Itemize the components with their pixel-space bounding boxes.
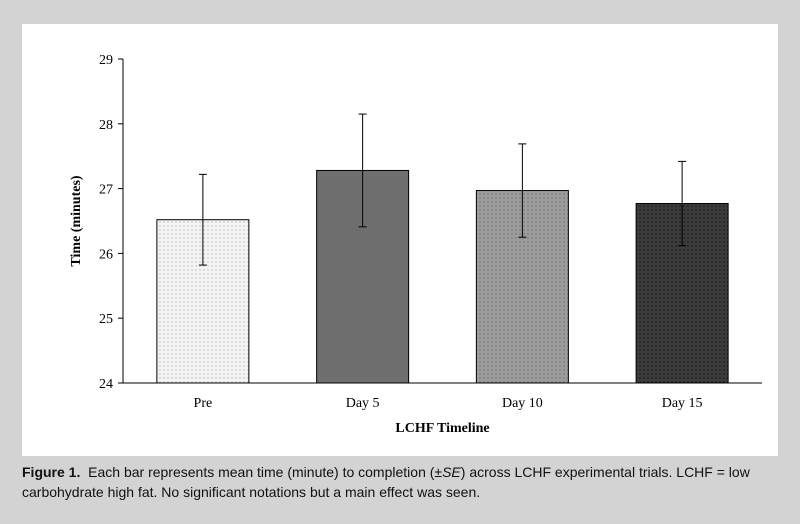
x-tick-label: Day 10 xyxy=(502,396,543,411)
x-tick-label: Pre xyxy=(194,396,213,411)
caption-text-2: ) across LCHF experimental trials. LCHF … xyxy=(22,464,750,500)
x-tick-label: Day 5 xyxy=(346,396,380,411)
figure-caption: Figure 1. Each bar represents mean time … xyxy=(22,462,782,502)
x-axis-title: LCHF Timeline xyxy=(395,421,489,436)
y-tick-label: 28 xyxy=(99,118,113,133)
caption-se: SE xyxy=(442,464,461,480)
x-tick-label: Day 15 xyxy=(662,396,703,411)
caption-text-1: Each bar represents mean time (minute) t… xyxy=(88,464,443,480)
y-tick-label: 27 xyxy=(99,183,113,198)
y-axis-title: Time (minutes) xyxy=(69,175,84,266)
caption-label: Figure 1. xyxy=(22,464,81,480)
y-tick-label: 26 xyxy=(99,247,113,262)
bar-chart: 24 25 26 27 28 29 Pre Day 5 Day 10 Day 15 Time (… xyxy=(69,53,762,436)
y-tick-label: 24 xyxy=(99,377,113,392)
y-tick-label: 29 xyxy=(99,53,113,68)
chart-panel: 24 25 26 27 28 29 Pre Day 5 Day 10 Day 15 Time (… xyxy=(22,24,778,456)
y-tick-label: 25 xyxy=(99,312,113,327)
